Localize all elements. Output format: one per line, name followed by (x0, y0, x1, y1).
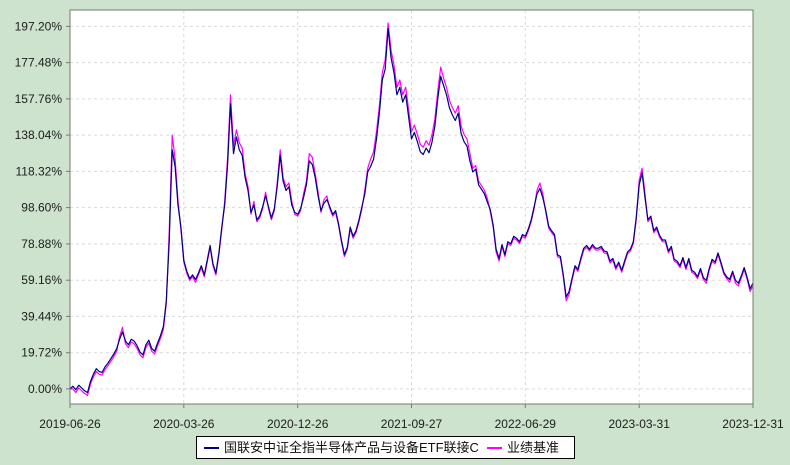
x-axis-label: 2020-12-26 (267, 417, 329, 431)
y-axis-label: 39.44% (21, 309, 62, 323)
fund-line (69, 28, 754, 394)
y-axis-label: 177.48% (15, 56, 63, 70)
x-axis-label: 2020-03-26 (153, 417, 215, 431)
plot-area (70, 10, 753, 404)
y-axis-label: 78.88% (21, 237, 62, 251)
x-axis-label: 2023-03-31 (609, 417, 671, 431)
benchmark-legend-label: 业绩基准 (506, 440, 559, 455)
y-axis-label: 157.76% (15, 92, 63, 106)
y-axis-label: 0.00% (28, 382, 62, 396)
y-axis-label: 197.20% (15, 19, 63, 33)
x-axis-label: 2023-12-31 (722, 417, 784, 431)
fund-line-swatch (204, 446, 219, 449)
benchmark-line-swatch (486, 446, 502, 449)
plot-frame (69, 9, 754, 405)
x-axis-label: 2021-09-27 (381, 417, 443, 431)
x-axis-label: 2022-06-29 (495, 417, 557, 431)
y-axis-label: 98.60% (21, 201, 62, 215)
y-axis-label: 118.32% (16, 164, 63, 178)
fund-legend-label: 国联安中证全指半导体产品与设备ETF联接C (224, 440, 479, 455)
chart-legend: 国联安中证全指半导体产品与设备ETF联接C 业绩基准 (196, 436, 575, 459)
x-axis-label: 2019-06-26 (39, 417, 101, 431)
y-axis-label: 138.04% (15, 128, 63, 142)
y-axis-label: 19.72% (21, 346, 62, 360)
y-axis-label: 59.16% (21, 273, 62, 287)
